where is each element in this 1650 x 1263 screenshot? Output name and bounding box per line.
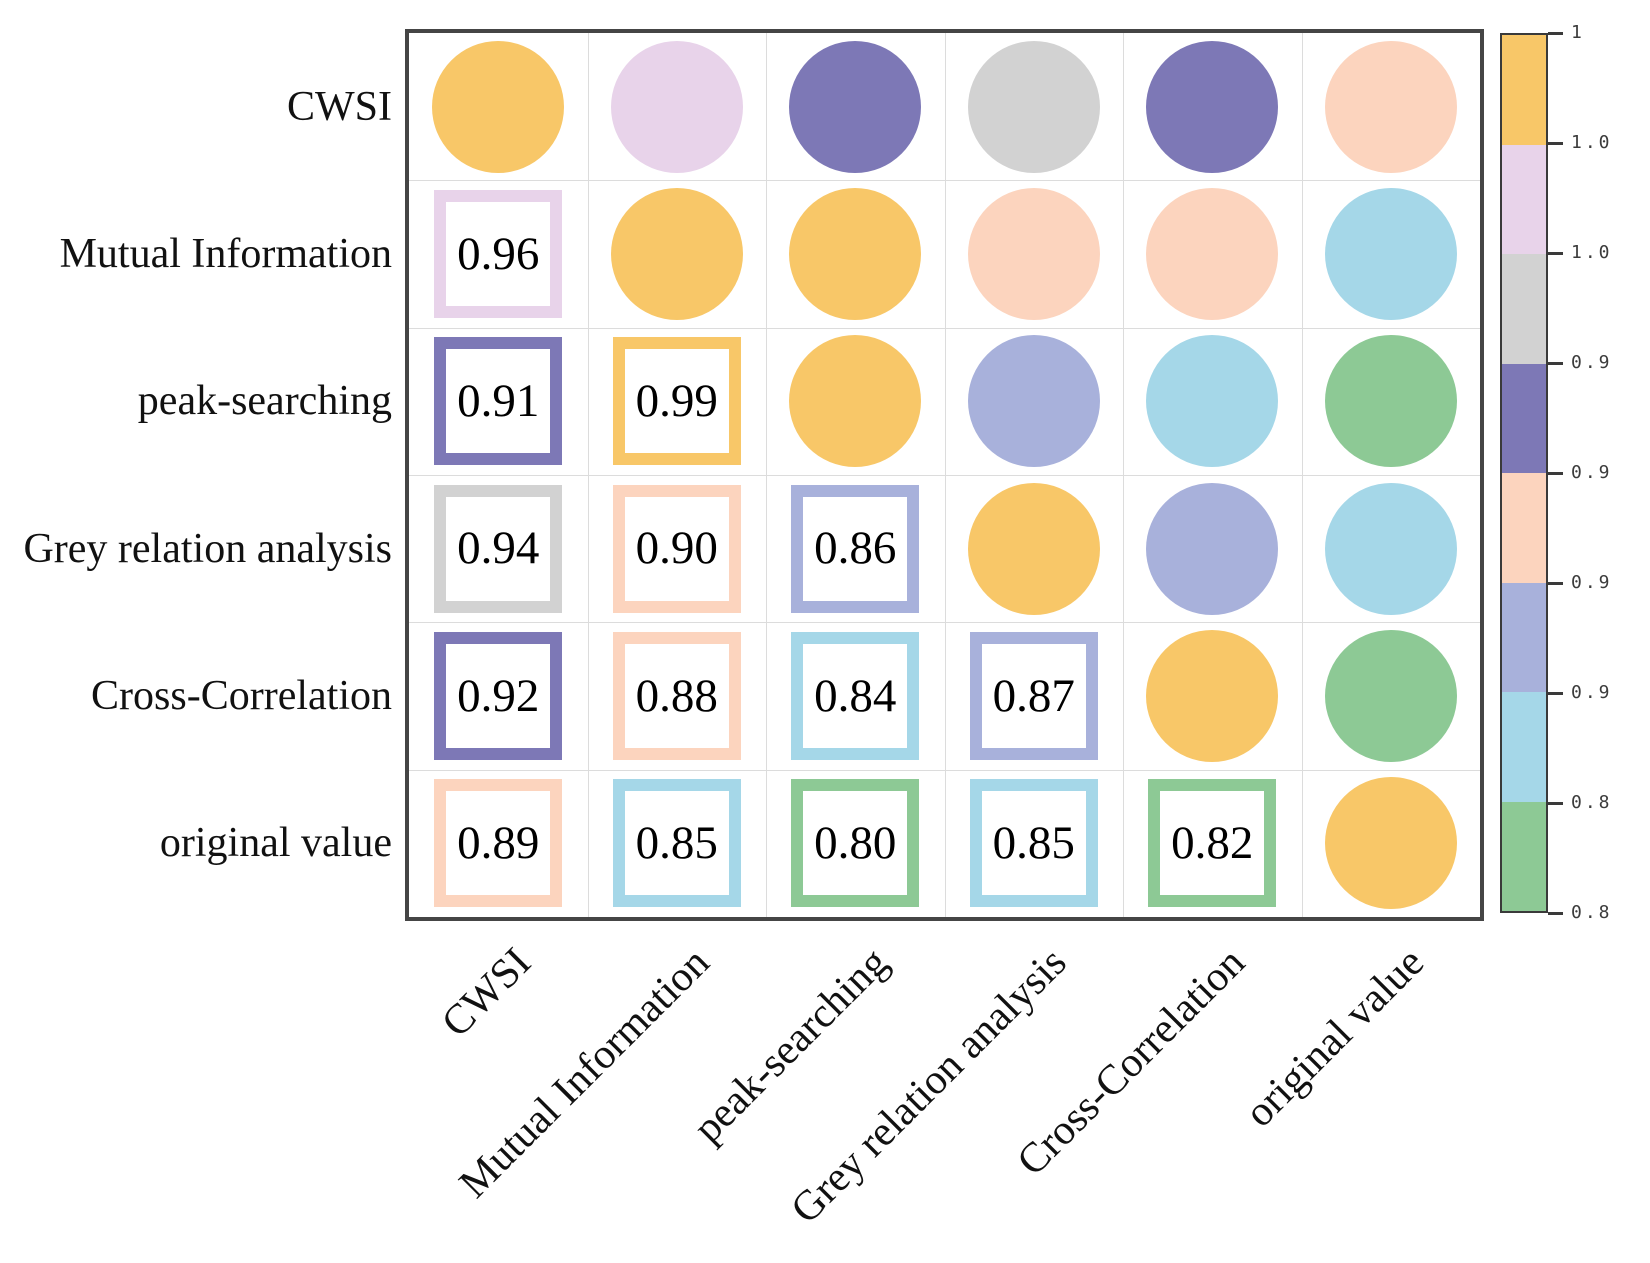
corr-circle-r2c5 [1324,335,1457,468]
corr-value: 0.94 [457,522,540,575]
corr-square-r3c1: 0.90 [612,484,741,613]
colorbar-tick-label: 1.0 [1571,242,1613,263]
corr-circle-r2c2 [789,335,922,468]
corr-value: 0.99 [635,374,718,427]
colorbar-tick [1548,361,1563,365]
corr-square-r3c0: 0.94 [434,484,563,613]
corr-circle-r1c3 [967,188,1100,320]
corr-circle-r0c0 [432,40,565,173]
corr-circle-r1c4 [1146,188,1279,320]
corr-circle-r0c4 [1146,40,1279,173]
corr-circle-r1c2 [789,188,922,320]
colorbar-tick [1548,471,1563,475]
gridline-horizontal [409,769,1480,771]
colorbar-band-periwinkle [1502,582,1546,692]
colorbar-tick [1548,251,1563,255]
colorbar-tick [1548,581,1563,585]
corr-square-r4c3: 0.87 [969,632,1098,760]
corr-circle-r0c3 [967,40,1100,173]
colorbar-band-green [1502,801,1546,911]
y-tick-label: Mutual Information [59,231,392,277]
corr-circle-r3c3 [967,482,1100,615]
matrix-plot-area: 0.96 0.91 0.99 0.94 0.90 0.86 0.92 0.88 0.84 0.87… [405,29,1484,921]
corr-circle-r2c3 [967,335,1100,468]
colorbar-tick-label: 1 [1571,22,1585,43]
corr-circle-r4c5 [1324,630,1457,762]
corr-value: 0.86 [814,522,897,575]
colorbar-tick [1548,801,1563,805]
corr-value: 0.80 [814,816,897,869]
colorbar-tick-label: 0.8 [1571,902,1613,923]
corr-circle-r5c5 [1324,777,1457,910]
corr-value: 0.88 [635,669,718,722]
y-tick-label: Cross-Correlation [91,673,392,719]
corr-square-r5c2: 0.80 [791,779,920,908]
y-tick-label: peak-searching [137,378,392,425]
corr-circle-r0c2 [789,40,922,173]
colorbar-tick-label: 0.9 [1571,352,1613,373]
corr-square-r4c1: 0.88 [612,632,741,760]
colorbar-tick [1548,691,1563,695]
colorbar-tick [1548,911,1563,915]
colorbar-tick [1548,141,1563,145]
y-tick-label: Grey relation analysis [23,525,392,572]
corr-value: 0.85 [635,816,718,869]
corr-circle-r0c1 [610,40,743,173]
corr-value: 0.85 [992,816,1075,869]
colorbar-band-pink [1502,144,1546,254]
corr-value: 0.89 [457,816,540,869]
corr-square-r2c1: 0.99 [612,337,741,466]
corr-value: 0.96 [457,227,540,280]
corr-square-r5c4: 0.82 [1148,779,1277,908]
corr-value: 0.90 [635,522,718,575]
colorbar-tick-label: 0.9 [1571,572,1613,593]
colorbar-tick-label: 0.9 [1571,682,1613,703]
colorbar-tick-label: 1.0 [1571,132,1613,153]
corr-square-r4c0: 0.92 [434,632,563,760]
x-tick-label: original value [1236,939,1433,1137]
colorbar-band-light-blue [1502,692,1546,802]
colorbar-band-purple [1502,363,1546,473]
colorbar-band-yellow [1502,35,1546,145]
corr-square-r3c2: 0.86 [791,484,920,613]
colorbar [1500,33,1548,913]
y-tick-label: CWSI [287,83,392,130]
y-tick-label: original value [159,820,392,867]
colorbar-tick [1548,31,1563,35]
corr-circle-r1c1 [610,188,743,320]
corr-value: 0.87 [992,669,1075,722]
corr-circle-r2c4 [1146,335,1279,468]
colorbar-band-gray [1502,254,1546,364]
gridline-horizontal [409,475,1480,476]
corr-circle-r3c4 [1146,482,1279,615]
corr-square-r2c0: 0.91 [434,337,563,466]
gridline-vertical [1301,33,1303,917]
corr-square-r4c2: 0.84 [791,632,920,760]
corr-square-r1c0: 0.96 [434,190,563,318]
x-tick-label: CWSI [433,939,541,1047]
colorbar-band-peach [1502,473,1546,583]
corr-circle-r3c5 [1324,482,1457,615]
colorbar-tick-label: 0.8 [1571,792,1613,813]
colorbar-tick-label: 0.9 [1571,462,1613,483]
gridline-horizontal [409,622,1480,624]
corr-circle-r4c4 [1146,630,1279,762]
corr-value: 0.92 [457,669,540,722]
gridline-vertical [1123,33,1124,917]
corr-square-r5c0: 0.89 [434,779,563,908]
corr-square-r5c3: 0.85 [969,779,1098,908]
corr-square-r5c1: 0.85 [612,779,741,908]
corr-value: 0.82 [1171,816,1254,869]
corr-value: 0.91 [457,374,540,427]
corr-circle-r1c5 [1324,188,1457,320]
corr-circle-r0c5 [1324,40,1457,173]
corr-value: 0.84 [814,669,897,722]
